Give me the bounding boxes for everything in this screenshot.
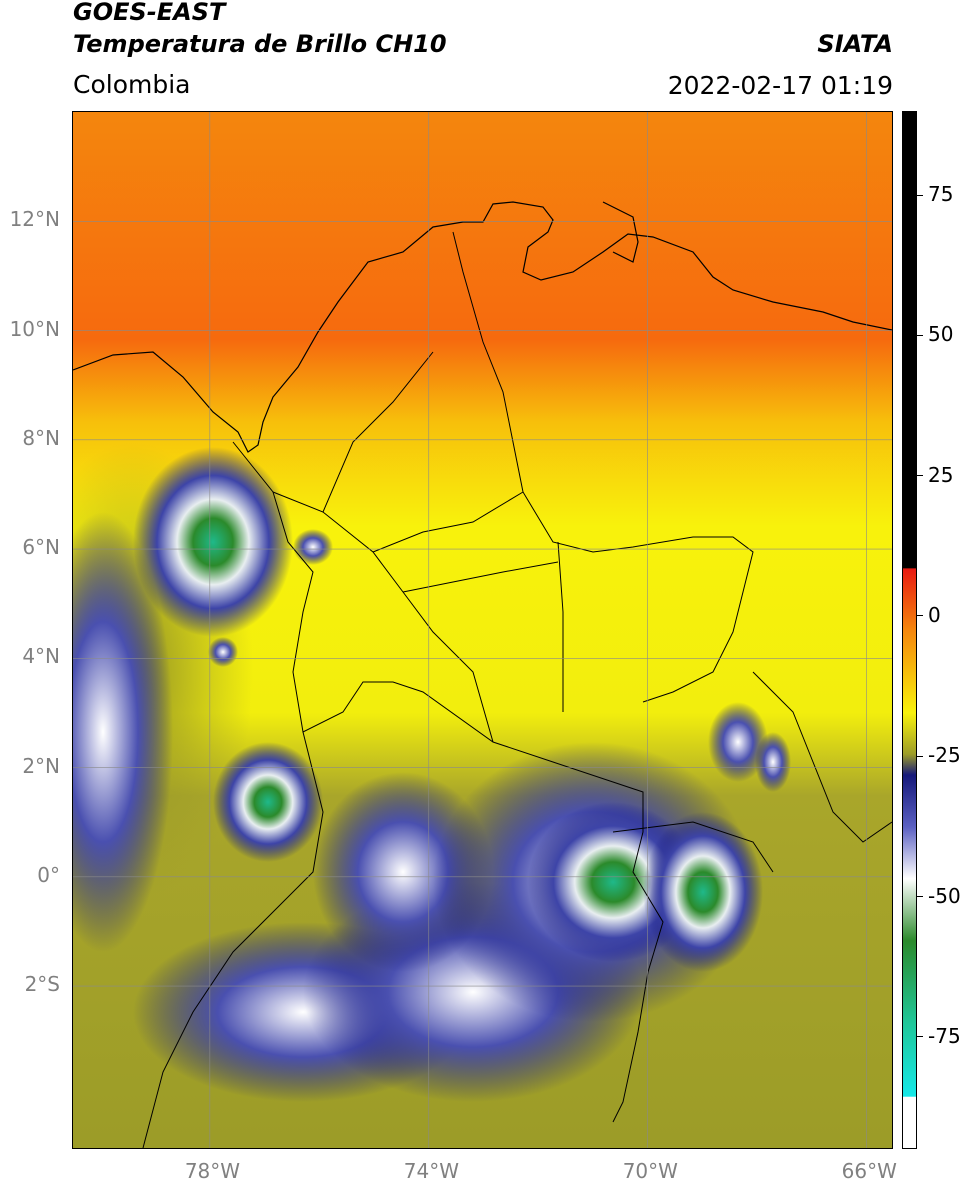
lon-tick-label: 78°W	[184, 1159, 241, 1183]
lat-tick-label: 10°N	[9, 316, 60, 341]
cloud-field	[73, 442, 791, 1102]
colorbar-tick-label: 75	[928, 182, 954, 207]
lat-tick-label: 8°N	[22, 425, 60, 450]
colorbar-tick	[917, 334, 923, 336]
colorbar-tick	[917, 896, 923, 897]
borders	[142, 231, 892, 1148]
colorbar-tick-label: 50	[928, 322, 954, 347]
colorbar-tick-label: -25	[928, 743, 961, 768]
colorbar-tick-label: -50	[928, 883, 961, 908]
lat-tick-label: 2°S	[24, 972, 60, 997]
lon-tick-label: 70°W	[622, 1159, 678, 1183]
lat-tick-label: 4°N	[22, 644, 60, 669]
colorbar-tick	[917, 194, 923, 196]
colorbar	[902, 111, 917, 1149]
datetime-label: 2022-02-17 01:19	[667, 71, 893, 100]
graticule	[73, 112, 892, 1148]
satellite-map	[72, 111, 893, 1149]
lon-tick-label: 74°W	[403, 1159, 459, 1183]
colorbar-tick-label: 25	[928, 462, 954, 487]
colorbar-tick	[917, 475, 923, 477]
lat-tick-label: 2°N	[22, 753, 60, 778]
lon-tick-label: 66°W	[841, 1159, 897, 1183]
colorbar-fill	[903, 112, 916, 1148]
map-canvas	[73, 112, 892, 1148]
colorbar-canvas	[903, 112, 916, 1148]
brand-label: SIATA	[817, 30, 893, 58]
lat-tick-label: 6°N	[22, 535, 60, 560]
coastline	[73, 201, 892, 453]
product-title: Temperatura de Brillo CH10	[73, 30, 447, 58]
region-label: Colombia	[73, 70, 191, 99]
colorbar-tick	[917, 1036, 923, 1038]
colorbar-tick	[917, 755, 923, 757]
lat-tick-label: 0°	[37, 862, 60, 887]
colorbar-tick-label: -75	[928, 1023, 961, 1048]
satellite-title: GOES-EAST	[73, 0, 226, 26]
colorbar-tick-label: 0	[928, 602, 941, 627]
colorbar-tick	[917, 615, 923, 617]
lat-tick-label: 12°N	[9, 207, 60, 232]
